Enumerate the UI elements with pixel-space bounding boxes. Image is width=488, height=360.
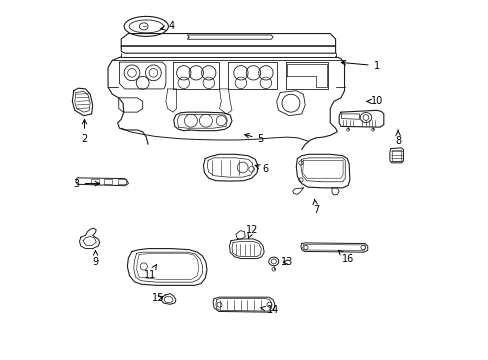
Text: 11: 11 xyxy=(143,265,156,280)
Text: 8: 8 xyxy=(394,130,400,146)
Text: 14: 14 xyxy=(260,305,279,315)
Text: 5: 5 xyxy=(244,134,263,144)
Bar xyxy=(391,150,400,161)
Text: 1: 1 xyxy=(341,60,379,71)
Text: 12: 12 xyxy=(245,225,257,238)
Text: 9: 9 xyxy=(92,251,99,267)
Text: 15: 15 xyxy=(152,293,164,303)
Text: 4: 4 xyxy=(161,21,174,31)
Text: 3: 3 xyxy=(73,179,100,189)
Text: 6: 6 xyxy=(255,164,268,174)
Text: 16: 16 xyxy=(338,250,353,264)
Text: 7: 7 xyxy=(312,199,318,215)
Text: 2: 2 xyxy=(81,120,87,144)
Text: 13: 13 xyxy=(281,257,293,267)
Text: 10: 10 xyxy=(366,96,382,107)
